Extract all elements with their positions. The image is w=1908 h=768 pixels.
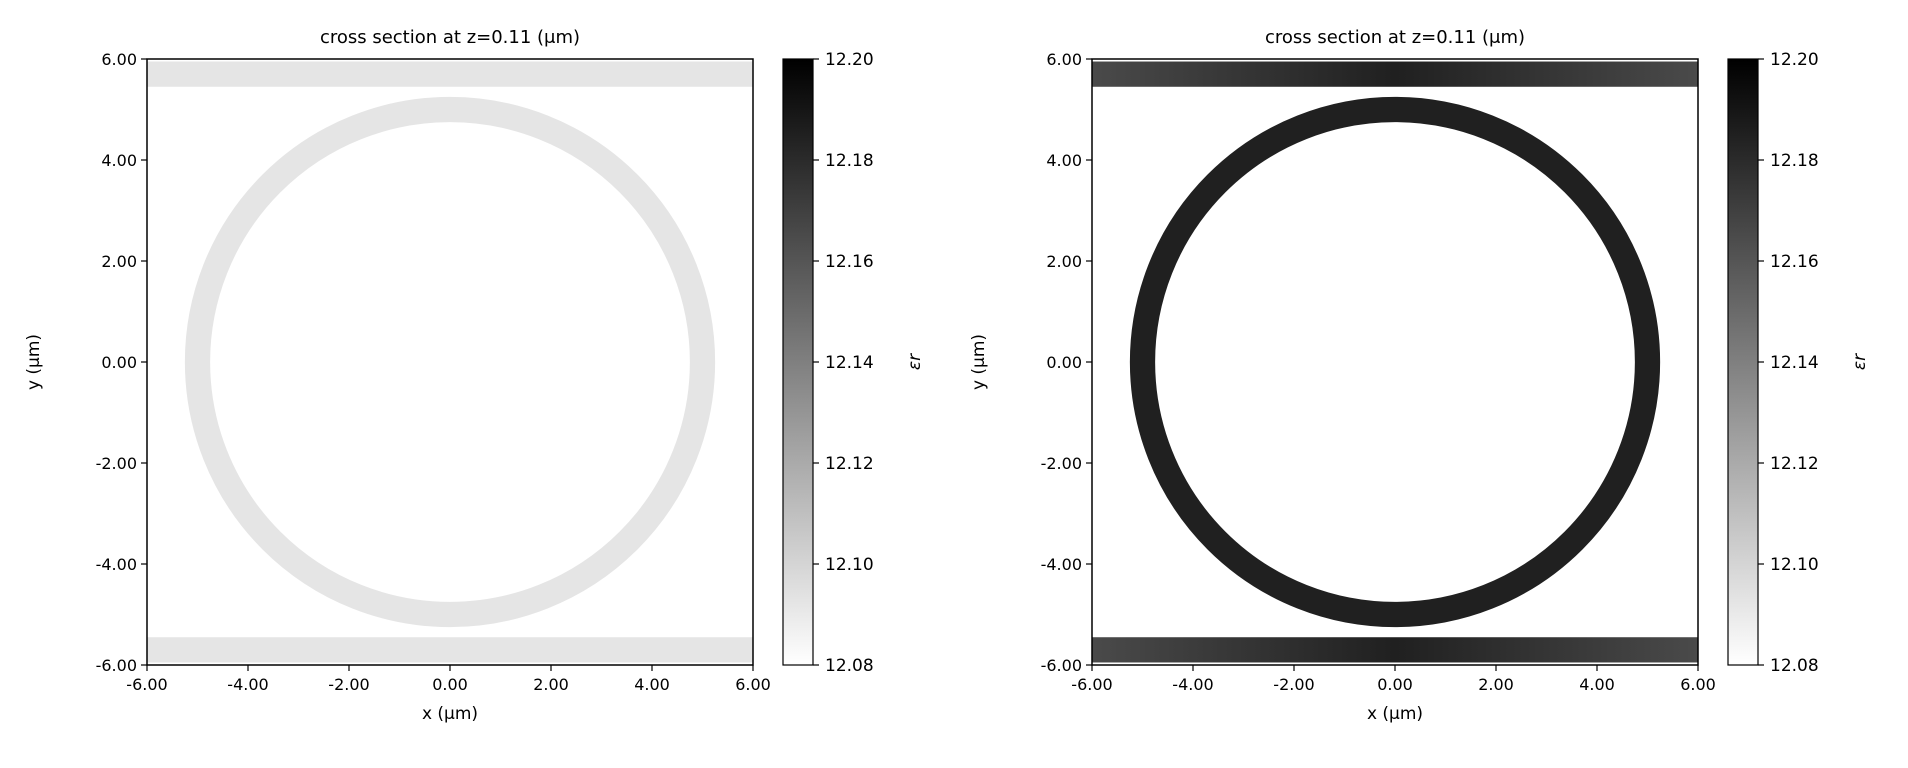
bus-waveguide-bottom (147, 637, 753, 663)
y-tick-label: -2.00 (96, 454, 137, 473)
colorbar-tick-label: 12.18 (1770, 151, 1819, 171)
ring-resonator (184, 96, 716, 628)
x-axis-label: x (μm) (422, 704, 478, 724)
colorbar-gradient (1727, 58, 1759, 666)
y-axis-label: y (μm) (24, 334, 44, 390)
colorbar-tick-label: 12.08 (825, 656, 874, 676)
x-tick-label: -2.00 (1273, 675, 1314, 694)
chart-title: cross section at z=0.11 (μm) (320, 27, 580, 48)
y-tick-label: 2.00 (1046, 252, 1082, 271)
x-tick-label: -4.00 (227, 675, 268, 694)
colorbar-tick-label: 12.10 (1770, 555, 1819, 575)
y-tick-label: 4.00 (101, 151, 137, 170)
colorbar: 12.20 12.18 12.16 12.14 12.12 12.10 12.08 εr (782, 50, 925, 676)
x-tick-label: -6.00 (1071, 675, 1112, 694)
y-tick-label: -4.00 (1041, 555, 1082, 574)
colorbar-tick-label: 12.16 (825, 252, 874, 272)
bus-waveguide-top (1092, 61, 1698, 87)
x-tick-label: 2.00 (533, 675, 569, 694)
panel-2: -6.00 -4.00 -2.00 0.00 2.00 4.00 6.00 6.00 4.00 2… (969, 27, 1870, 724)
x-tick-label: 2.00 (1478, 675, 1514, 694)
x-axis-label: x (μm) (1367, 704, 1423, 724)
x-tick-label: -2.00 (328, 675, 369, 694)
colorbar-tick-label: 12.20 (825, 50, 874, 70)
y-tick-label: -6.00 (96, 656, 137, 675)
y-tick-label: 2.00 (101, 252, 137, 271)
y-tick-label: 0.00 (1046, 353, 1082, 372)
y-axis-label: y (μm) (969, 334, 989, 390)
colorbar-tick-label: 12.08 (1770, 656, 1819, 676)
colorbar-label: εr (905, 353, 925, 370)
colorbar-tick-label: 12.20 (1770, 50, 1819, 70)
x-tick-label: -6.00 (126, 675, 167, 694)
bus-waveguide-top (147, 61, 753, 87)
y-tick-label: -2.00 (1041, 454, 1082, 473)
panel-1: -6.00 -4.00 -2.00 0.00 2.00 4.00 6.00 6.00 4.00 2… (24, 27, 925, 724)
plot-area (147, 59, 753, 665)
x-tick-label: 6.00 (735, 675, 771, 694)
plot-area (1092, 59, 1698, 665)
y-tick-label: 6.00 (101, 50, 137, 69)
ring-resonator (1129, 96, 1661, 628)
x-tick-label: 4.00 (634, 675, 670, 694)
y-tick-label: 4.00 (1046, 151, 1082, 170)
y-tick-label: -6.00 (1041, 656, 1082, 675)
y-tick-label: 0.00 (101, 353, 137, 372)
colorbar-tick-label: 12.10 (825, 555, 874, 575)
colorbar: 12.20 12.18 12.16 12.14 12.12 12.10 12.08 εr (1727, 50, 1870, 676)
bus-waveguide-bottom (1092, 637, 1698, 663)
colorbar-tick-label: 12.16 (1770, 252, 1819, 272)
colorbar-gradient (782, 58, 814, 666)
y-tick-label: 6.00 (1046, 50, 1082, 69)
x-tick-label: 4.00 (1579, 675, 1615, 694)
colorbar-tick-label: 12.14 (1770, 353, 1819, 373)
colorbar-tick-label: 12.18 (825, 151, 874, 171)
colorbar-label: εr (1850, 353, 1870, 370)
x-tick-label: -4.00 (1172, 675, 1213, 694)
colorbar-tick-label: 12.12 (825, 454, 874, 474)
x-tick-label: 0.00 (432, 675, 468, 694)
x-tick-label: 6.00 (1680, 675, 1716, 694)
chart-title: cross section at z=0.11 (μm) (1265, 27, 1525, 48)
x-tick-label: 0.00 (1377, 675, 1413, 694)
colorbar-tick-label: 12.14 (825, 353, 874, 373)
colorbar-tick-label: 12.12 (1770, 454, 1819, 474)
y-tick-label: -4.00 (96, 555, 137, 574)
